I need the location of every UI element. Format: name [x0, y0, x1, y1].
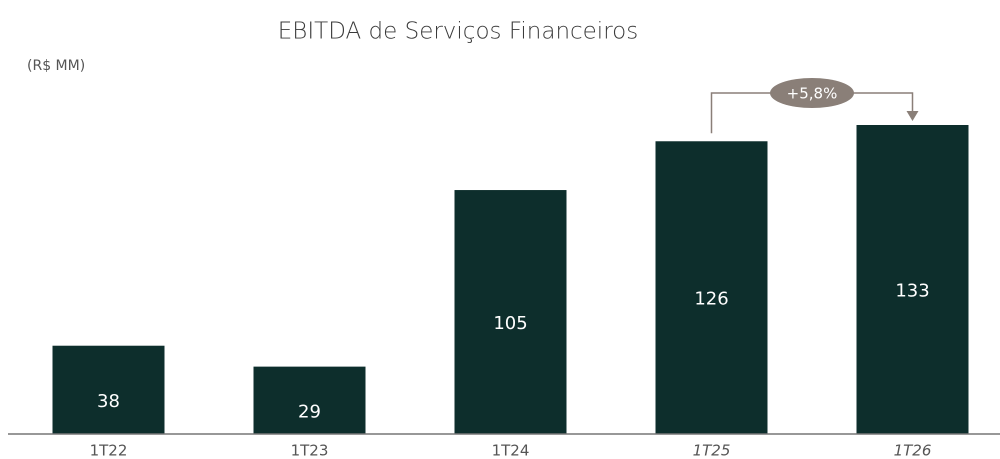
bar	[856, 125, 969, 434]
annotation-arrowhead	[906, 111, 919, 121]
value-label: 126	[694, 289, 728, 310]
value-label: 133	[895, 281, 929, 302]
x-tick-label: 1T24	[492, 442, 530, 459]
x-tick-label: 1T22	[90, 442, 128, 459]
bar	[655, 141, 768, 434]
bar	[454, 190, 567, 434]
value-label: 29	[298, 401, 321, 422]
value-label: 105	[493, 313, 527, 334]
unit-label: (R$ MM)	[27, 58, 85, 74]
annotation-badge	[770, 78, 854, 108]
annotation-label: +5,8%	[787, 85, 838, 103]
x-tick-label: 1T26	[894, 442, 932, 459]
chart-title: EBITDA de Serviços Financeiros	[278, 19, 638, 45]
x-tick-label: 1T23	[291, 442, 329, 459]
bar	[253, 366, 366, 434]
value-label: 38	[97, 391, 120, 412]
x-tick-label: 1T25	[693, 442, 731, 459]
bar	[52, 345, 165, 434]
